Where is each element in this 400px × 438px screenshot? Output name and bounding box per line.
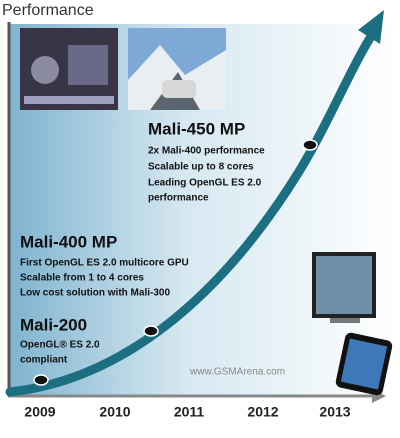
year-label: 2009: [24, 404, 55, 420]
milestone-dot: [33, 374, 49, 386]
phone-image: [335, 332, 393, 396]
stage-line: OpenGL® ES 2.0: [20, 340, 100, 351]
milestone-dot: [143, 325, 159, 337]
stage-line: Low cost solution with Mali-300: [20, 288, 170, 299]
year-label: 2013: [319, 404, 350, 420]
stage-name: Mali-450 MP: [148, 119, 245, 138]
curve-arrow: [358, 10, 384, 44]
growth-curve: [5, 33, 375, 397]
year-label: 2012: [247, 404, 278, 420]
game-screenshot: [128, 28, 226, 110]
stage-line: performance: [148, 193, 209, 204]
stage-line: 2x Mali-400 performance: [148, 146, 265, 157]
stage-name: Mali-400 MP: [20, 232, 117, 251]
title: Performance: [2, 2, 94, 19]
stage-line: Scalable from 1 to 4 cores: [20, 273, 144, 284]
year-label: 2010: [99, 404, 130, 420]
stage-line: First OpenGL ES 2.0 multicore GPU: [20, 258, 189, 269]
stage-name: Mali-200: [20, 315, 87, 334]
ui-screenshot: [20, 28, 118, 110]
stage-line: Leading OpenGL ES 2.0: [148, 178, 262, 189]
stage-line: compliant: [20, 355, 68, 366]
stage-line: Scalable up to 8 cores: [148, 162, 254, 173]
tv-image: [312, 252, 376, 323]
year-label: 2011: [174, 404, 205, 420]
watermark: www.GSMArena.com: [189, 367, 285, 378]
milestone-dot: [302, 139, 318, 151]
